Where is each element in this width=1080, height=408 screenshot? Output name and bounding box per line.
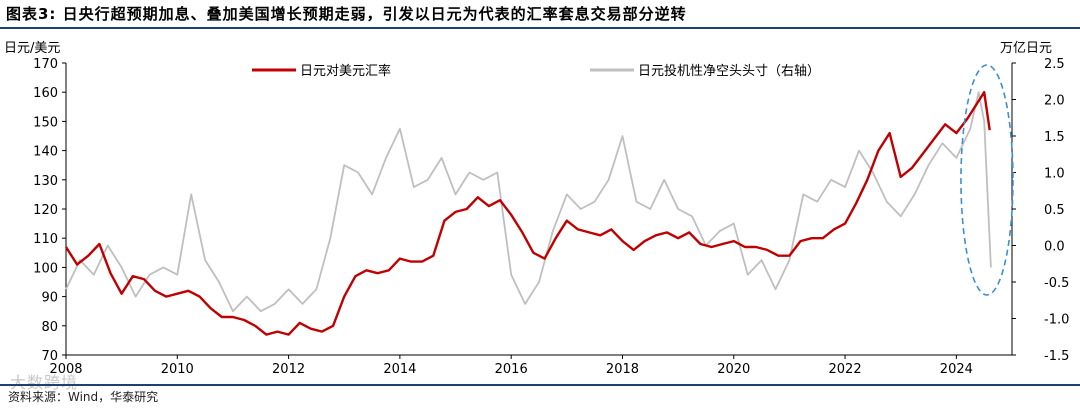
y2-tick-label: -1.5 [1044,349,1069,364]
title-rule [0,27,1080,29]
short-position-series-line [65,91,992,313]
x-tick-label: 2016 [495,362,528,377]
legend-label-usdjpy: 日元对美元汇率 [300,63,391,79]
x-tick-label: 2024 [940,362,973,377]
x-tick-label: 2020 [717,362,750,377]
y-tick-label: 160 [33,86,58,101]
y2-tick-label: 1.5 [1044,130,1065,145]
y2-tick-label: -0.5 [1044,276,1069,291]
x-tick-label: 2008 [49,362,82,377]
y-tick-label: 170 [33,57,58,72]
right-axis-unit: 万亿日元 [1000,41,1053,56]
x-tick-label: 2012 [272,362,305,377]
x-tick-label: 2010 [161,362,194,377]
left-axis-unit: 日元/美元 [4,41,61,56]
y-tick-label: 80 [41,320,58,335]
y2-tick-label: 0.5 [1044,203,1065,218]
source-note: 资料来源：Wind，华泰研究 [8,390,159,404]
y2-tick-label: -1.0 [1044,313,1069,328]
x-tick-label: 2014 [383,362,416,377]
x-tick-label: 2022 [829,362,862,377]
y-tick-label: 130 [33,174,58,189]
y-tick-label: 100 [33,261,58,276]
watermark: 大数跨境 [10,373,79,392]
usdjpy-series-line [64,90,991,336]
y2-tick-label: 1.0 [1044,167,1065,182]
x-tick-label: 2018 [606,362,639,377]
y2-tick-label: 2.5 [1044,57,1065,72]
y2-tick-label: 2.0 [1044,94,1065,109]
y-tick-label: 150 [33,115,58,130]
y-tick-label: 110 [33,232,58,247]
y-tick-label: 90 [41,291,58,306]
highlight-ellipse [960,64,1014,296]
y-tick-label: 70 [41,349,58,364]
y-tick-label: 120 [33,203,58,218]
figure-title: 图表3: 日央行超预期加息、叠加美国增长预期走弱，引发以日元为代表的汇率套息交易… [6,5,687,23]
y2-tick-label: 0.0 [1044,240,1065,255]
bottom-rule [0,384,1080,386]
y-tick-label: 140 [33,145,58,160]
legend-label-positions: 日元投机性净空头头寸（右轴） [638,63,820,79]
title-bar: 图表3: 日央行超预期加息、叠加美国增长预期走弱，引发以日元为代表的汇率套息交易… [0,0,1080,26]
